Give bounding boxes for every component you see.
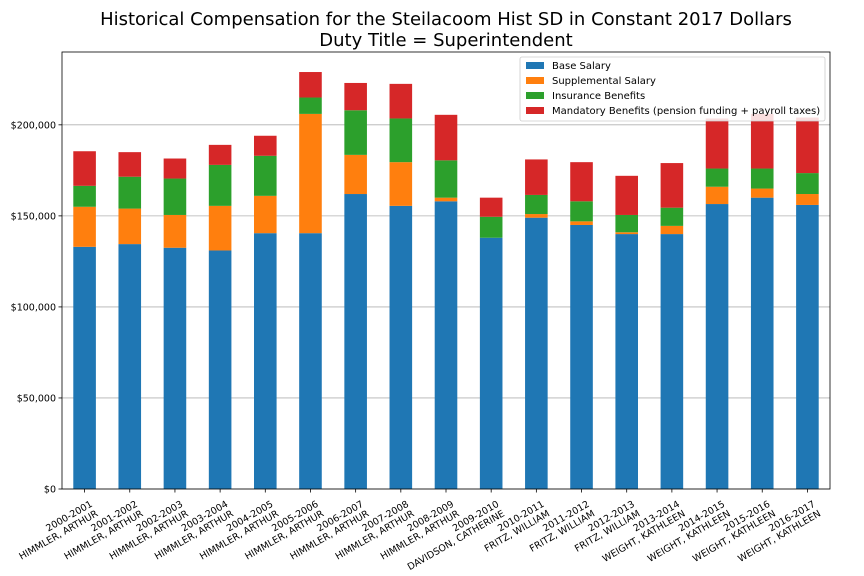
bar-segment [208, 205, 232, 251]
bar-segment [434, 114, 458, 161]
bar-segment [570, 162, 593, 202]
bar-segment [615, 232, 638, 235]
bar-segment [163, 247, 187, 489]
bar-segment [118, 152, 142, 177]
bar-segment [434, 201, 458, 489]
legend-swatch [526, 107, 544, 114]
bar-segment [660, 163, 684, 208]
bar-segment [344, 154, 367, 195]
bar-segment [615, 234, 638, 489]
bar-segment [254, 233, 277, 489]
y-tick-label: $150,000 [11, 211, 56, 222]
bar-segment [163, 158, 187, 179]
bar-segment [73, 185, 96, 207]
bar-segment [208, 250, 232, 489]
legend-label: Insurance Benefits [552, 91, 645, 102]
bar-segment [750, 197, 774, 489]
legend-label: Base Salary [552, 61, 611, 72]
legend-swatch [526, 77, 544, 84]
bar-segment [479, 237, 503, 489]
bar-segment [570, 224, 593, 489]
legend-box [519, 56, 826, 122]
bar-segment [796, 204, 819, 489]
bar-segment [615, 175, 638, 215]
bar-segment [389, 162, 413, 206]
bar-segment [796, 117, 819, 174]
bar-segment [525, 159, 548, 195]
bar-segment [208, 144, 232, 165]
chart-subtitle: Duty Title = Superintendent [319, 30, 572, 51]
bar-segment [705, 168, 729, 187]
legend-swatch [526, 62, 544, 69]
bar-segment [570, 201, 593, 222]
bar-segment [344, 82, 367, 111]
bar-segment [208, 164, 232, 206]
bar-segment [254, 135, 277, 156]
legend-swatch [526, 92, 544, 99]
bar-segment [299, 97, 322, 114]
bar-segment [705, 204, 729, 489]
bar-segment [570, 221, 593, 225]
bar-segment [660, 234, 684, 489]
bar-segment [705, 186, 729, 205]
bar-segment [118, 244, 142, 489]
y-tick-label: $50,000 [17, 393, 56, 404]
bar-segment [434, 197, 458, 202]
bar-segment [344, 110, 367, 155]
bar-segment [118, 176, 142, 209]
bar-segment [389, 83, 413, 119]
bar-segment [389, 205, 413, 489]
bar-segment [660, 207, 684, 226]
legend: Base Salary Supplemental Salary Insurance … [519, 56, 826, 122]
bar-segment [163, 178, 187, 215]
bar-segment [796, 173, 819, 195]
bar-segment [254, 155, 277, 196]
bar-segment [750, 168, 774, 189]
bar-segment [705, 118, 729, 169]
bar-segment [299, 72, 322, 98]
y-tick-label: $100,000 [11, 302, 56, 313]
bar-segment [660, 225, 684, 235]
bar-segment [73, 206, 96, 247]
bar-segment [525, 194, 548, 215]
bar-segment [434, 160, 458, 198]
bar-segment [525, 214, 548, 218]
bars [73, 72, 819, 489]
bar-segment [299, 233, 322, 489]
y-axis: $0 $50,000 $100,000 $150,000 $200,000 [11, 120, 62, 496]
bar-segment [750, 113, 774, 169]
legend-label: Supplemental Salary [552, 76, 656, 87]
bar-segment [479, 197, 503, 217]
y-tick-label: $200,000 [11, 120, 56, 131]
legend-label: Mandatory Benefits (pension funding + pa… [552, 106, 820, 117]
bar-segment [479, 216, 503, 238]
bar-segment [118, 208, 142, 245]
bar-segment [525, 217, 548, 489]
bar-segment [299, 113, 322, 234]
bar-segment [750, 188, 774, 198]
bar-segment [389, 118, 413, 163]
bar-segment [163, 214, 187, 248]
y-tick-label: $0 [44, 485, 56, 496]
bar-segment [73, 246, 96, 489]
bar-segment [796, 194, 819, 205]
bar-segment [73, 151, 96, 186]
bar-segment [615, 214, 638, 233]
bar-segment [254, 195, 277, 234]
bar-segment [344, 194, 367, 489]
chart-title: Historical Compensation for the Steilaco… [100, 9, 792, 30]
